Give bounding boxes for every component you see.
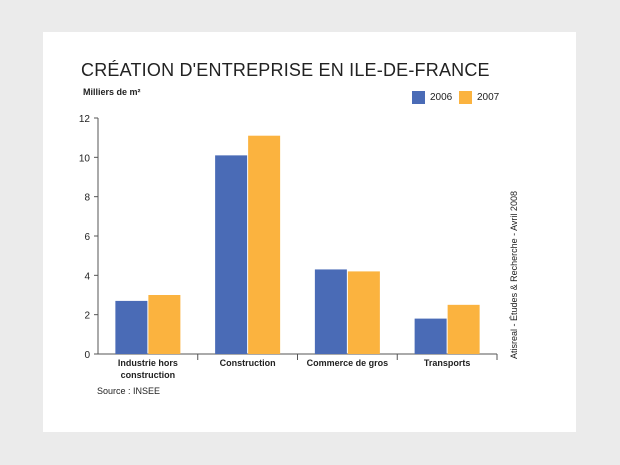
y-tick-label: 4 [84, 271, 90, 282]
legend-swatch-2006 [412, 90, 425, 104]
y-tick-label: 8 [84, 193, 90, 204]
y-axis-label: Milliers de m² [83, 87, 141, 97]
y-tick-label: 2 [84, 311, 90, 322]
x-category-label: Industrie hors [118, 358, 178, 368]
legend-label-2006: 2006 [430, 91, 453, 103]
chart-title: CRÉATION D'ENTREPRISE EN ILE-DE-FRANCE [81, 60, 490, 80]
bar-2006-2 [314, 269, 347, 354]
bar-2007-2 [347, 271, 380, 354]
y-tick-label: 0 [84, 350, 90, 361]
bar-2006-3 [414, 318, 447, 354]
bar-2006-1 [215, 155, 248, 354]
bar-2007-1 [248, 135, 281, 354]
credit-note: Atisreal - Études & Recherche - Avril 20… [509, 191, 519, 359]
bar-2006-0 [115, 300, 148, 354]
legend-item-2006: 2006 [412, 90, 452, 104]
legend-swatch-2007 [459, 90, 472, 104]
x-category-label: Construction [220, 358, 276, 368]
bar-2007-3 [447, 304, 480, 354]
x-category-label: construction [121, 370, 176, 380]
legend-item-2007: 2007 [459, 90, 499, 104]
source-note: Source : INSEE [97, 386, 161, 396]
y-tick-label: 6 [84, 232, 90, 243]
legend-label-2007: 2007 [477, 91, 500, 103]
x-category-label: Transports [424, 358, 471, 368]
y-tick-label: 12 [79, 114, 91, 125]
x-category-label: Commerce de gros [307, 358, 389, 368]
chart-card [43, 32, 576, 432]
y-tick-label: 10 [79, 153, 91, 164]
bar-2007-0 [148, 295, 181, 354]
